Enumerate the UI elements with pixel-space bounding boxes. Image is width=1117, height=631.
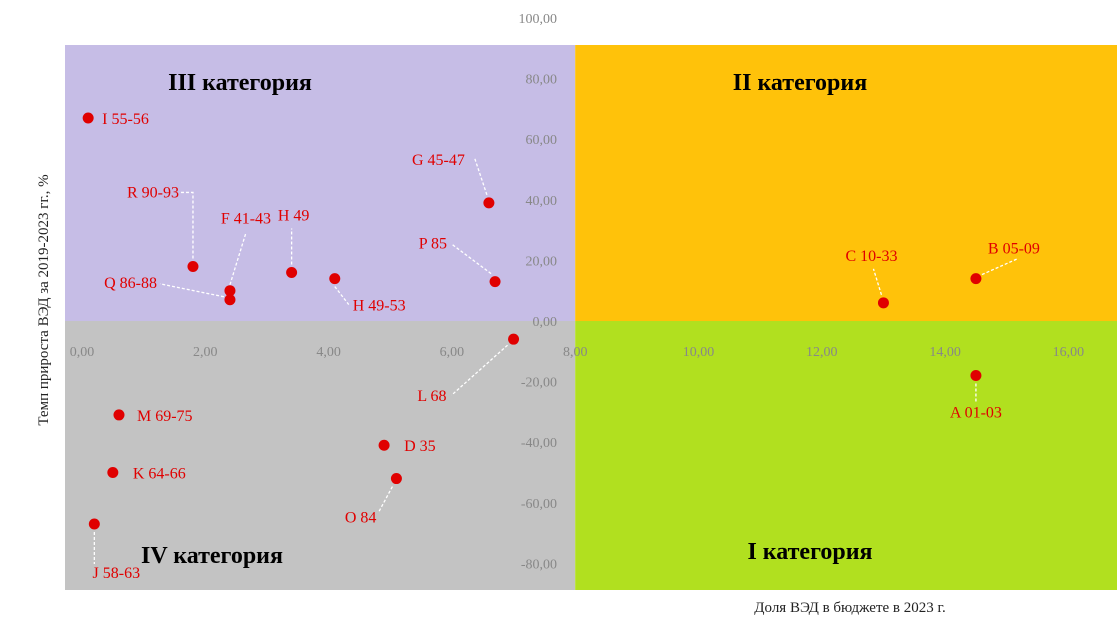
- leader-line-b-05-09: [981, 257, 1019, 276]
- quadrant-iv-background: [65, 321, 576, 590]
- leader-line-f-41-43: [229, 232, 247, 285]
- data-point-o-84: [390, 473, 402, 485]
- data-point-g-45-47: [483, 197, 495, 209]
- data-point-l-68: [508, 333, 520, 345]
- quadrant-iii-background: [65, 45, 576, 321]
- data-point-h-49: [286, 267, 298, 279]
- data-label-b-05-09: B 05-09: [988, 241, 1040, 258]
- data-label-h-49-53: H 49-53: [353, 298, 406, 315]
- data-label-p-85: P 85: [419, 236, 447, 253]
- leader-line-g-45-47: [474, 158, 488, 196]
- data-label-a-01-03: A 01-03: [950, 405, 1002, 422]
- leader-line-l-68: [451, 344, 508, 396]
- quadrant-i-label: I категория: [747, 539, 872, 565]
- data-label-o-84: O 84: [345, 510, 377, 527]
- data-label-l-68: L 68: [417, 388, 446, 405]
- y-tick-label: -20,00: [521, 376, 557, 391]
- x-tick-label: 10,00: [683, 345, 715, 360]
- x-axis-title: Доля ВЭД в бюджете в 2023 г.: [754, 600, 945, 616]
- data-label-h-49: H 49: [278, 208, 310, 225]
- data-label-r-90-93: R 90-93: [127, 184, 179, 201]
- y-tick-label: -40,00: [521, 436, 557, 451]
- data-label-j-58-63: J 58-63: [93, 565, 141, 582]
- x-tick-label: 12,00: [806, 345, 838, 360]
- quadrant-iv-label: IV категория: [141, 543, 283, 569]
- x-tick-label: 8,00: [563, 345, 588, 360]
- data-point-r-90-93: [187, 260, 199, 272]
- x-tick-label: 4,00: [316, 345, 341, 360]
- x-tick-label: 0,00: [70, 345, 95, 360]
- data-label-g-45-47: G 45-47: [412, 152, 465, 169]
- quadrant-ii-background: [575, 45, 1117, 321]
- leader-line-p-85: [450, 243, 492, 275]
- leader-line-q-86-88: [159, 283, 225, 298]
- quadrant-ii-label: II категория: [733, 70, 867, 96]
- data-point-m-69-75: [113, 409, 125, 421]
- data-label-i-55-56: I 55-56: [102, 111, 149, 128]
- data-point-a-01-03: [970, 370, 982, 382]
- data-label-k-64-66: K 64-66: [133, 466, 186, 483]
- data-point-j-58-63: [88, 518, 100, 530]
- data-point-f-41-43: [224, 285, 236, 297]
- x-tick-label: 2,00: [193, 345, 218, 360]
- y-tick-label: 100,00: [519, 12, 558, 27]
- y-tick-label: 40,00: [526, 194, 558, 209]
- leader-line-h-49-53: [334, 286, 350, 305]
- x-tick-label: 16,00: [1053, 345, 1085, 360]
- y-tick-label: 20,00: [526, 254, 558, 269]
- data-point-q-86-88: [224, 294, 236, 306]
- data-point-h-49-53: [329, 273, 341, 285]
- data-point-k-64-66: [107, 467, 119, 478]
- quadrant-iii-label: III категория: [168, 70, 312, 96]
- data-point-b-05-09: [970, 273, 982, 285]
- y-tick-label: 60,00: [526, 133, 558, 148]
- y-tick-label: -80,00: [521, 557, 557, 572]
- y-tick-label: -60,00: [521, 497, 557, 512]
- data-point-c-10-33: [877, 297, 889, 309]
- data-label-c-10-33: C 10-33: [845, 248, 897, 265]
- data-point-i-55-56: [82, 112, 94, 124]
- y-tick-label: 0,00: [533, 315, 558, 330]
- data-label-f-41-43: F 41-43: [221, 211, 271, 228]
- y-tick-label: 80,00: [526, 73, 558, 88]
- quadrant-i-background: [575, 321, 1117, 590]
- data-label-q-86-88: Q 86-88: [104, 275, 157, 292]
- data-label-d-35: D 35: [404, 438, 436, 455]
- leader-line-r-90-93: [180, 191, 194, 259]
- data-point-p-85: [489, 276, 501, 288]
- data-label-m-69-75: M 69-75: [137, 408, 193, 425]
- x-tick-label: 14,00: [929, 345, 961, 360]
- x-tick-label: 6,00: [440, 345, 465, 360]
- y-axis-title: Темп прироста ВЭД за 2019-2023 гг., %: [36, 174, 52, 425]
- leader-line-c-10-33: [872, 268, 883, 296]
- data-point-d-35: [378, 439, 390, 451]
